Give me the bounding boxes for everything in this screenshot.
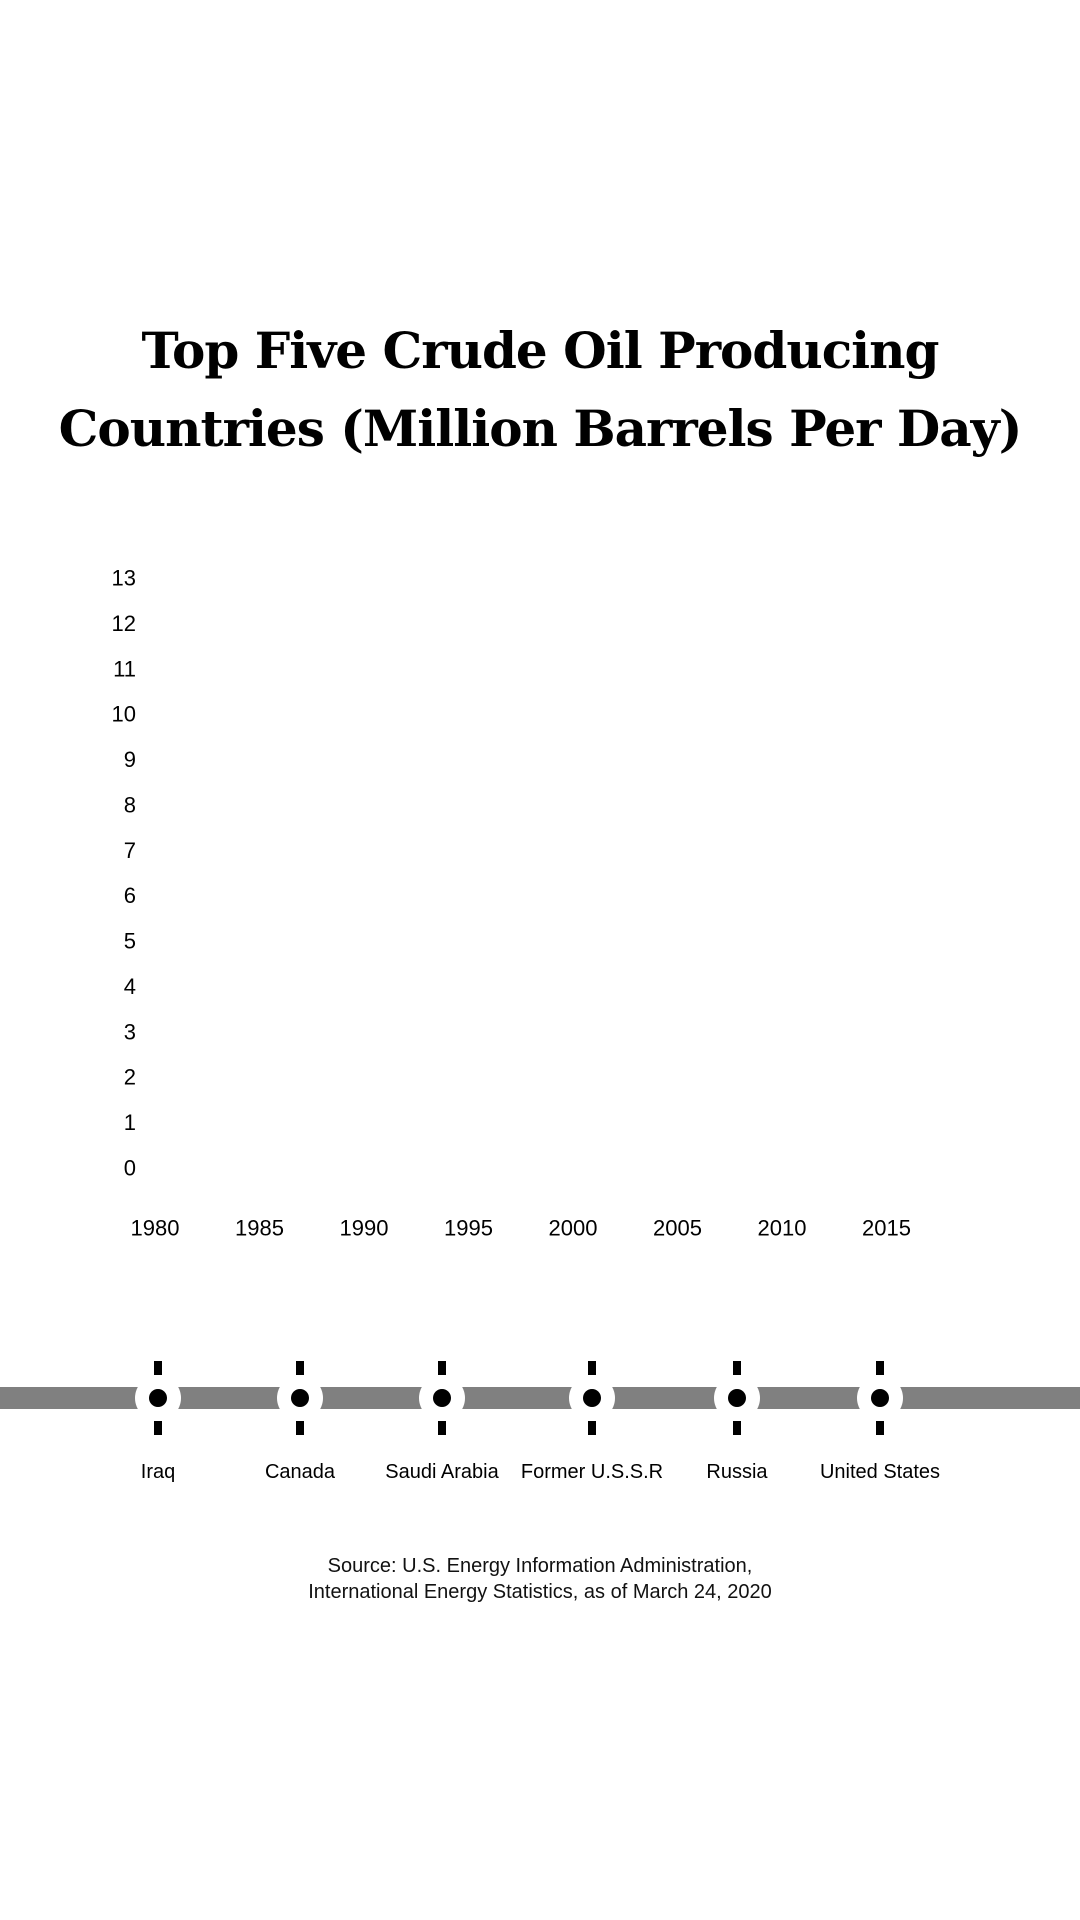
y-tick-label-13: 13 bbox=[112, 566, 136, 591]
source-line-2: International Energy Statistics, as of M… bbox=[308, 1581, 772, 1603]
legend-marker-tick-bottom bbox=[588, 1421, 596, 1435]
legend-label-saudi-arabia: Saudi Arabia bbox=[385, 1461, 499, 1483]
y-tick-label-8: 8 bbox=[124, 792, 136, 817]
legend-marker-tick-top bbox=[733, 1361, 741, 1375]
legend-marker-tick-bottom bbox=[296, 1421, 304, 1435]
y-tick-label-12: 12 bbox=[112, 611, 136, 636]
source-line-1: Source: U.S. Energy Information Administ… bbox=[327, 1555, 753, 1577]
legend-label-united-states: United States bbox=[820, 1461, 940, 1483]
source-note: Source: U.S. Energy Information Administ… bbox=[0, 1553, 1080, 1605]
legend-marker-tick-top bbox=[438, 1361, 446, 1375]
legend-marker-dot bbox=[149, 1389, 167, 1407]
legend-item-united-states: United States bbox=[820, 1361, 940, 1483]
x-tick-label-2005: 2005 bbox=[653, 1216, 702, 1241]
chart-title-line-1: Top Five Crude Oil Producing bbox=[141, 321, 940, 380]
legend-marker-tick-bottom bbox=[876, 1421, 884, 1435]
x-tick-label-1985: 1985 bbox=[235, 1216, 284, 1241]
y-tick-label-10: 10 bbox=[112, 702, 136, 727]
legend-marker-dot bbox=[583, 1389, 601, 1407]
legend-marker-tick-top bbox=[588, 1361, 596, 1375]
y-tick-label-11: 11 bbox=[113, 656, 136, 681]
x-axis: 1980 1985 1990 1995 2000 2005 2010 2015 bbox=[131, 1216, 911, 1241]
x-tick-label-1980: 1980 bbox=[131, 1216, 180, 1241]
y-tick-label-9: 9 bbox=[124, 747, 136, 772]
y-tick-label-4: 4 bbox=[124, 974, 136, 999]
legend-label-former-u-s-s-r: Former U.S.S.R bbox=[521, 1461, 663, 1483]
legend-label-russia: Russia bbox=[706, 1461, 768, 1483]
legend: Iraq Canada Saudi Arabia Former U.S.S.R Russ… bbox=[0, 1361, 1080, 1483]
legend-label-iraq: Iraq bbox=[141, 1461, 175, 1483]
legend-item-russia: Russia bbox=[706, 1361, 768, 1483]
x-tick-label-2010: 2010 bbox=[758, 1216, 807, 1241]
legend-item-iraq: Iraq bbox=[135, 1361, 181, 1483]
x-tick-label-1990: 1990 bbox=[340, 1216, 389, 1241]
y-tick-label-6: 6 bbox=[124, 883, 136, 908]
legend-marker-tick-bottom bbox=[154, 1421, 162, 1435]
chart-title-line-2: Countries (Million Barrels Per Day) bbox=[58, 399, 1023, 458]
x-tick-label-2000: 2000 bbox=[549, 1216, 598, 1241]
y-tick-label-0: 0 bbox=[124, 1156, 136, 1181]
legend-label-canada: Canada bbox=[265, 1461, 336, 1483]
y-tick-label-7: 7 bbox=[124, 838, 136, 863]
chart-title: Top Five Crude Oil Producing Countries (… bbox=[0, 312, 1080, 468]
legend-marker-tick-top bbox=[296, 1361, 304, 1375]
y-tick-label-5: 5 bbox=[124, 929, 136, 954]
y-tick-label-2: 2 bbox=[124, 1065, 136, 1090]
legend-marker-tick-bottom bbox=[438, 1421, 446, 1435]
legend-marker-dot bbox=[433, 1389, 451, 1407]
legend-item-former-u-s-s-r: Former U.S.S.R bbox=[521, 1361, 663, 1483]
y-tick-label-1: 1 bbox=[124, 1110, 136, 1135]
legend-marker-tick-top bbox=[154, 1361, 162, 1375]
legend-marker-dot bbox=[728, 1389, 746, 1407]
x-tick-label-2015: 2015 bbox=[862, 1216, 911, 1241]
legend-marker-dot bbox=[871, 1389, 889, 1407]
legend-item-canada: Canada bbox=[265, 1361, 336, 1483]
x-tick-label-1995: 1995 bbox=[444, 1216, 493, 1241]
y-tick-label-3: 3 bbox=[124, 1019, 136, 1044]
legend-marker-tick-bottom bbox=[733, 1421, 741, 1435]
legend-marker-tick-top bbox=[876, 1361, 884, 1375]
legend-track bbox=[0, 1387, 1080, 1409]
legend-item-saudi-arabia: Saudi Arabia bbox=[385, 1361, 500, 1483]
legend-marker-dot bbox=[291, 1389, 309, 1407]
